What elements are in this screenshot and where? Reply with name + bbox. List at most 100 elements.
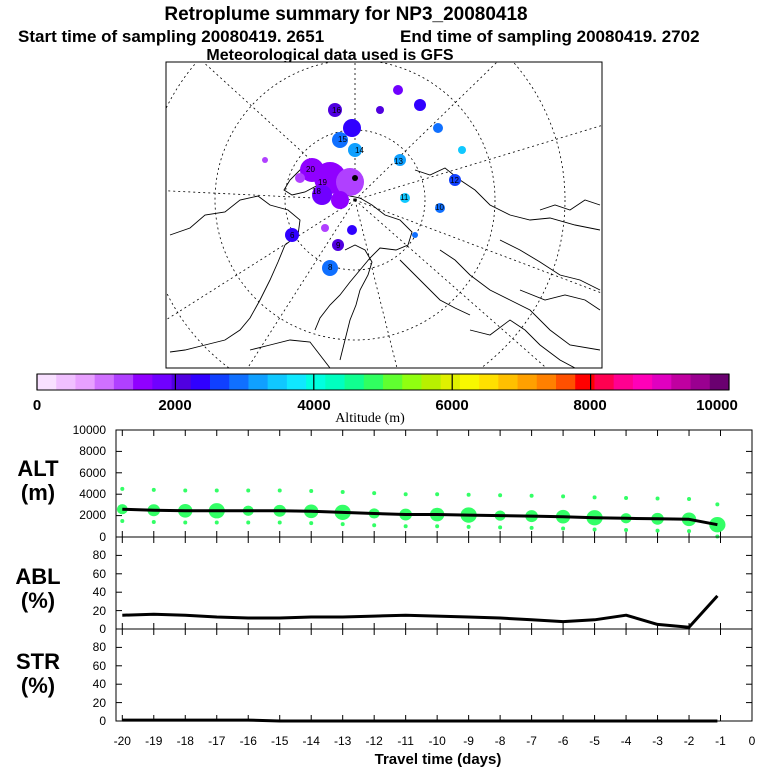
alt-plume-dot	[151, 487, 156, 492]
alt-plume-dot	[592, 527, 597, 532]
colorbar-swatch	[709, 374, 730, 390]
alt-plume-dot	[529, 525, 534, 530]
map-label-11: 11	[400, 193, 409, 202]
x-tick-label: -17	[208, 734, 226, 748]
alt-plume-dot	[498, 525, 503, 530]
alt-plume-dot	[715, 534, 720, 539]
alt-plume-dot	[466, 524, 471, 529]
alt-plume-dot	[435, 524, 440, 529]
colorbar-tick-8000: 8000	[573, 397, 606, 414]
alt-plume-dot	[403, 492, 408, 497]
map-label-15: 15	[338, 135, 347, 144]
x-tick-label: -14	[303, 734, 321, 748]
colorbar-label: Altitude (m)	[335, 411, 405, 426]
x-tick-label: -2	[684, 734, 695, 748]
x-tick-label: -11	[397, 734, 414, 748]
x-tick-label: -15	[271, 734, 289, 748]
colorbar-swatch	[632, 374, 653, 390]
colorbar-tick-4000: 4000	[297, 397, 330, 414]
alt-plume-dot	[655, 496, 660, 501]
colorbar-swatch	[37, 374, 57, 390]
x-tick-label: -18	[177, 734, 195, 748]
alt-plume-dot	[151, 520, 156, 525]
abl-ytick-60: 60	[93, 567, 107, 581]
x-tick-label: -16	[240, 734, 258, 748]
colorbar-swatch	[190, 374, 211, 390]
colorbar-swatch	[229, 374, 249, 390]
colorbar-swatch	[498, 374, 518, 390]
meridians	[166, 62, 602, 368]
colorbar-ticks: 0 2000 4000 6000 8000 10000	[33, 397, 738, 414]
alt-plume-dot	[498, 493, 503, 498]
alt-plume-dot	[687, 497, 692, 502]
abl-ytick-0: 0	[99, 622, 106, 636]
map-label-12: 12	[450, 176, 459, 185]
alt-ytick-2000: 2000	[79, 508, 106, 522]
alt-panel-label-bottom: (m)	[21, 480, 55, 505]
colorbar-swatch	[671, 374, 691, 390]
alt-plume-dot	[277, 488, 282, 493]
alt-plume-dot	[372, 523, 377, 528]
colorbar-swatch	[517, 374, 538, 390]
colorbar-tick-2000: 2000	[158, 397, 191, 414]
sampling-location-marker	[352, 175, 358, 181]
colorbar-swatch	[459, 374, 480, 390]
altitude-colorbar	[36, 373, 730, 391]
str-ytick-20: 20	[93, 696, 107, 710]
colorbar-swatch	[479, 374, 499, 390]
alt-plume-dot	[246, 488, 251, 493]
colorbar-swatch	[152, 374, 172, 390]
x-tick-label: -12	[366, 734, 384, 748]
colorbar-swatch	[556, 374, 576, 390]
alt-panel-label-top: ALT	[17, 456, 59, 481]
alt-plume-dot	[183, 520, 188, 525]
colorbar-swatch	[171, 374, 192, 390]
map-label-18: 18	[312, 187, 321, 196]
colorbar-swatch	[421, 374, 442, 390]
alt-ytick-4000: 4000	[79, 487, 106, 501]
alt-plume-dot	[120, 486, 125, 491]
alt-plume-dot	[561, 526, 566, 531]
x-tick-label: 0	[749, 734, 756, 748]
map-label-10: 10	[435, 203, 444, 212]
map-label-13: 13	[394, 157, 403, 166]
alt-plume-dot	[466, 492, 471, 497]
x-tick-label: -1	[715, 734, 726, 748]
map-frame	[165, 61, 603, 369]
x-tick-label: -7	[526, 734, 537, 748]
polar-map: 15 20 14 19 16 13 18 12 10 11 6 8 9	[165, 61, 603, 369]
alt-plume-dot	[435, 492, 440, 497]
alt-plume-dot	[561, 494, 566, 499]
colorbar-swatch	[94, 374, 115, 390]
alt-yticks: 0 2000 4000 6000 8000 10000	[73, 423, 107, 544]
alt-plume-dot	[529, 493, 534, 498]
alt-ytick-0: 0	[99, 530, 106, 544]
map-label-16: 16	[332, 106, 341, 115]
x-axis-tick-labels: -20 -19 -18 -17 -16 -15 -14 -13 -12 -11 -10 -9 -8 -7-…	[114, 734, 756, 748]
str-yticks: 0 20 40 60 80	[93, 640, 107, 728]
colorbar-swatch	[363, 374, 384, 390]
colorbar-swatch	[613, 374, 634, 390]
colorbar-swatch	[402, 374, 422, 390]
alt-plume-dot	[372, 491, 377, 496]
x-tick-label: -4	[621, 734, 632, 748]
alt-plume-dot	[340, 490, 345, 495]
str-panel-frame	[115, 628, 753, 722]
abl-panel-label-bottom: (%)	[21, 588, 55, 613]
abl-series-line	[122, 594, 719, 629]
map-label-6: 6	[290, 231, 295, 240]
alt-plume-dot	[309, 488, 314, 493]
colorbar-swatch	[325, 374, 345, 390]
alt-series-line	[122, 507, 718, 527]
str-ytick-0: 0	[99, 714, 106, 728]
alt-plume-dot	[687, 529, 692, 534]
alt-plume-dot	[624, 495, 629, 500]
alt-ytick-10000: 10000	[73, 423, 107, 437]
colorbar-swatch	[133, 374, 153, 390]
map-label-20: 20	[306, 165, 315, 174]
str-ytick-40: 40	[93, 677, 107, 691]
alt-plume-dot	[309, 521, 314, 526]
alt-plume-dot	[120, 518, 125, 523]
map-label-9: 9	[336, 241, 341, 250]
